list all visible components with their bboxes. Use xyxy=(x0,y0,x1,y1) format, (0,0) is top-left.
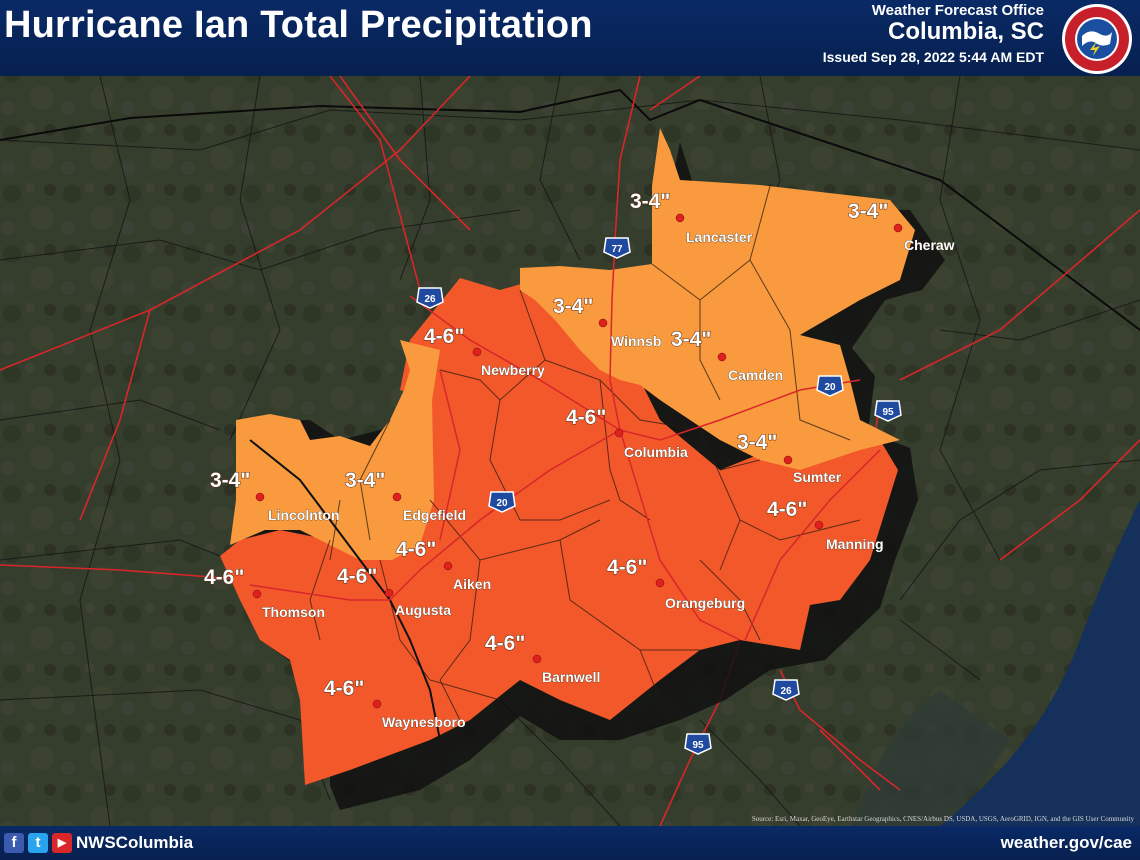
office-location: Columbia, SC xyxy=(887,18,1044,45)
precip-amount-labels: 3-4" 3-4" 3-4" 3-4" 3-4" 3-4" 3-4" 4-6" … xyxy=(204,190,889,701)
city-label-orangeburg: Orangeburg xyxy=(665,595,745,611)
city-dot-augusta xyxy=(384,588,394,598)
amount-label-thomson: 4-6" xyxy=(204,566,244,589)
amount-label-waynesboro: 4-6" xyxy=(324,677,364,700)
highways-over-region xyxy=(249,239,881,641)
amount-label-cheraw: 3-4" xyxy=(848,200,888,223)
twitter-icon[interactable]: t xyxy=(28,833,48,853)
city-dot-winnsboro xyxy=(598,318,608,328)
city-label-cheraw: Cheraw xyxy=(904,237,955,253)
amount-label-sumter: 3-4" xyxy=(737,431,777,454)
city-label-augusta: Augusta xyxy=(395,602,451,618)
city-label-sumter: Sumter xyxy=(793,469,842,485)
i95-north-label: 95 xyxy=(882,407,894,418)
interstate-shield-i26-north: 26 xyxy=(416,287,444,309)
city-label-columbia: Columbia xyxy=(624,444,688,460)
amount-label-camden: 3-4" xyxy=(671,328,711,351)
city-dot-thomson xyxy=(252,589,262,599)
city-dot-manning xyxy=(814,520,824,530)
website-link[interactable]: weather.gov/cae xyxy=(1000,833,1132,852)
city-dot-camden xyxy=(717,352,727,362)
precip-band-3-4-west xyxy=(230,340,440,560)
city-dot-lincolnton xyxy=(255,492,265,502)
i95-south-label: 95 xyxy=(692,740,704,751)
interstate-shield-i95-south: 95 xyxy=(684,733,712,755)
amount-label-augusta: 4-6" xyxy=(337,565,377,588)
i20-east-label: 20 xyxy=(824,382,836,393)
office-name: Weather Forecast Office xyxy=(871,2,1044,19)
city-dot-cheraw xyxy=(893,223,903,233)
amount-label-aiken: 4-6" xyxy=(396,538,436,561)
map-attribution: Source: Esri, Maxar, GeoEye, Earthstar G… xyxy=(751,815,1134,823)
amount-label-lincolnton: 3-4" xyxy=(210,469,250,492)
issued-timestamp: Issued Sep 28, 2022 5:44 AM EDT xyxy=(822,49,1044,65)
precip-band-4-6 xyxy=(220,278,898,785)
amount-label-lancaster: 3-4" xyxy=(630,190,670,213)
city-label-thomson: Thomson xyxy=(262,604,325,620)
city-markers xyxy=(252,213,903,709)
interstate-shield-i77: 77 xyxy=(603,237,631,259)
city-dot-barnwell xyxy=(532,654,542,664)
amount-label-barnwell: 4-6" xyxy=(485,632,525,655)
city-label-manning: Manning xyxy=(826,536,884,552)
interstate-shield-i95-north: 95 xyxy=(874,400,902,422)
amount-label-columbia: 4-6" xyxy=(566,406,606,429)
city-dot-lancaster xyxy=(675,213,685,223)
city-dot-waynesboro xyxy=(372,699,382,709)
i26-north-label: 26 xyxy=(424,294,436,305)
city-label-newberry: Newberry xyxy=(481,362,545,378)
amount-label-edgefield: 3-4" xyxy=(345,469,385,492)
amount-label-winnsboro: 3-4" xyxy=(553,295,593,318)
interstate-shield-i26-south: 26 xyxy=(772,679,800,701)
city-dot-columbia xyxy=(614,428,624,438)
interstate-shield-i20-west: 20 xyxy=(488,491,516,513)
footer-bar: f t ▶ NWSColumbia weather.gov/cae xyxy=(0,826,1140,860)
highways xyxy=(0,76,1140,826)
city-label-winnsboro: Winnsb xyxy=(611,333,661,349)
i26-south-label: 26 xyxy=(780,686,792,697)
county-boundaries xyxy=(0,76,1140,826)
coastal-marsh xyxy=(850,690,1010,826)
ocean-area xyxy=(940,500,1140,826)
amount-label-orangeburg: 4-6" xyxy=(607,556,647,579)
precipitation-map: 77 26 20 95 20 26 95 xyxy=(0,76,1140,826)
city-label-edgefield: Edgefield xyxy=(403,507,466,523)
social-icons: f t ▶ xyxy=(4,833,72,853)
office-info: Weather Forecast Office Columbia, SC Iss… xyxy=(823,2,1044,65)
city-dot-sumter xyxy=(783,455,793,465)
city-label-lincolnton: Lincolnton xyxy=(268,507,340,523)
map-title: Hurricane Ian Total Precipitation xyxy=(4,4,593,46)
city-dot-edgefield xyxy=(392,492,402,502)
city-label-barnwell: Barnwell xyxy=(542,669,600,685)
precip-band-3-4-northeast xyxy=(520,128,915,470)
interstate-shield-i20-east: 20 xyxy=(816,375,844,397)
city-label-lancaster: Lancaster xyxy=(686,229,753,245)
i77-label: 77 xyxy=(611,244,623,255)
amount-label-manning: 4-6" xyxy=(767,498,807,521)
facebook-icon[interactable]: f xyxy=(4,833,24,853)
city-label-camden: Camden xyxy=(728,367,783,383)
social-handle[interactable]: NWSColumbia xyxy=(76,833,194,852)
nws-logo-icon xyxy=(1062,4,1132,74)
city-labels: Lancaster Cheraw Winnsb Camden Sumter Li… xyxy=(262,229,955,731)
city-label-waynesboro: Waynesboro xyxy=(382,714,466,730)
amount-label-newberry: 4-6" xyxy=(424,325,464,348)
city-label-aiken: Aiken xyxy=(453,576,491,592)
city-dot-aiken xyxy=(443,561,453,571)
youtube-icon[interactable]: ▶ xyxy=(52,833,72,853)
header-bar: Hurricane Ian Total Precipitation Weathe… xyxy=(0,0,1140,76)
city-dot-newberry xyxy=(472,347,482,357)
i20-west-label: 20 xyxy=(496,498,508,509)
city-dot-orangeburg xyxy=(655,578,665,588)
savannah-river-boundary xyxy=(249,439,441,741)
state-boundary xyxy=(0,88,1140,331)
